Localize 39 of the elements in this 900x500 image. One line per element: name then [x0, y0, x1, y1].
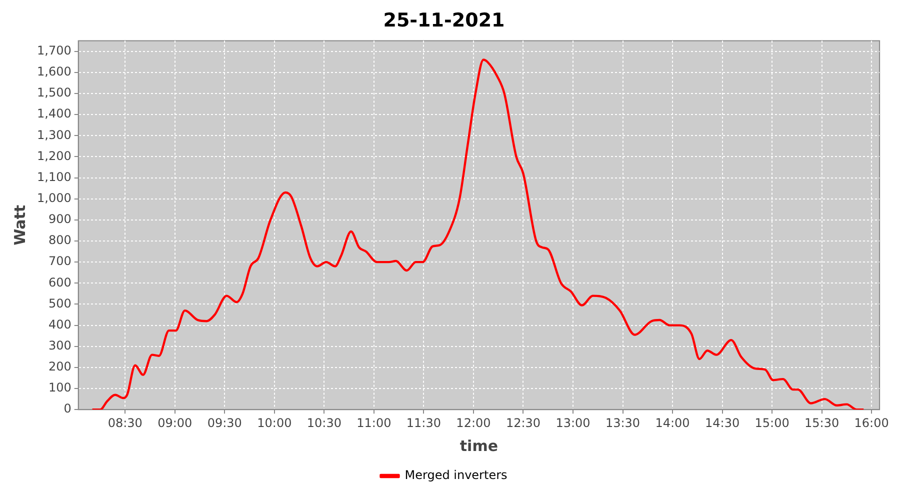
- y-tick-label: 600: [48, 275, 72, 290]
- y-tick-label: 1,700: [36, 43, 72, 58]
- x-tick-label: 09:00: [158, 416, 192, 430]
- y-tick-label: 800: [48, 233, 72, 248]
- x-tick-label: 15:00: [754, 416, 790, 430]
- y-tick-label: 700: [48, 254, 72, 268]
- x-tick-label: 14:30: [705, 416, 740, 430]
- x-tick-label: 13:00: [556, 416, 590, 430]
- y-tick-label: 1,000: [36, 190, 72, 205]
- x-tick-label: 10:00: [257, 416, 292, 430]
- x-tick-label: 11:30: [406, 416, 442, 430]
- y-tick-label: 200: [48, 360, 72, 374]
- x-tick-label: 11:00: [356, 416, 392, 430]
- y-tick-label: 0: [64, 402, 72, 416]
- y-tick-label: 400: [48, 317, 72, 332]
- y-tick-label: 1,200: [36, 148, 72, 163]
- y-tick-label: 300: [48, 338, 72, 352]
- y-tick-label: 100: [48, 380, 72, 395]
- y-tick-label: 500: [48, 296, 72, 310]
- x-tick-label: 15:30: [804, 416, 840, 430]
- x-tick-label: 14:00: [655, 416, 690, 430]
- x-tick-label: 13:30: [605, 416, 640, 430]
- x-axis-title: time: [460, 436, 498, 455]
- y-tick-label: 1,500: [36, 86, 72, 100]
- x-tick-label: 08:30: [108, 416, 142, 430]
- x-tick-label: 09:30: [207, 416, 242, 430]
- y-tick-label: 1,300: [36, 128, 72, 142]
- y-tick-label: 1,400: [36, 106, 72, 121]
- chart-title: 25-11-2021: [383, 9, 505, 32]
- x-tick-label: 12:30: [506, 416, 541, 430]
- y-tick-label: 1,600: [36, 64, 72, 79]
- y-tick-label: 1,100: [36, 170, 72, 184]
- x-tick-label: 16:00: [854, 416, 889, 430]
- x-tick-label: 12:00: [456, 416, 491, 430]
- y-axis-title: Watt: [10, 204, 29, 246]
- legend-label: Merged inverters: [404, 468, 508, 482]
- x-tick-label: 10:30: [306, 416, 342, 430]
- line-series: [91, 58, 865, 410]
- y-tick-label: 900: [48, 212, 72, 226]
